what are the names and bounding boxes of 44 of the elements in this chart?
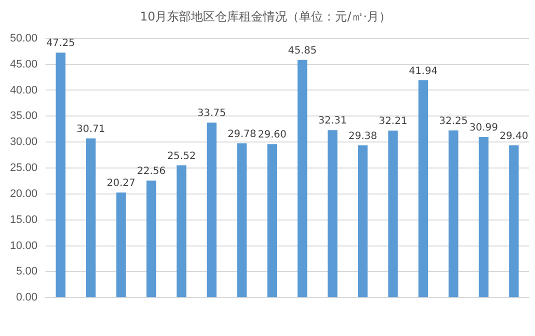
data-label: 30.71 (76, 124, 106, 135)
data-label: 20.27 (106, 178, 136, 190)
data-label: 25.52 (167, 150, 196, 162)
y-tick-label: 0.00 (16, 292, 38, 304)
y-tick-label: 45.00 (10, 58, 38, 70)
data-label: 29.60 (258, 130, 286, 141)
y-tick-label: 20.00 (10, 188, 38, 200)
y-tick-label: 30.00 (10, 136, 38, 148)
bar (298, 60, 308, 298)
chart-title: 10月东部地区仓库租金情况（单位：元/㎡·月） (140, 9, 392, 24)
bar (146, 180, 156, 298)
y-tick-label: 15.00 (10, 214, 38, 226)
data-label: 29.40 (500, 130, 528, 142)
data-label: 29.38 (348, 130, 378, 142)
y-tick-label: 25.00 (10, 162, 38, 174)
bar (86, 138, 96, 298)
y-tick-label: 50.00 (10, 32, 38, 44)
bar (358, 145, 368, 298)
y-tick-label: 40.00 (10, 84, 38, 96)
bar (56, 52, 66, 298)
data-label: 29.78 (228, 128, 256, 140)
bar (418, 80, 428, 298)
bar (388, 130, 398, 298)
data-label: 22.56 (136, 166, 166, 178)
bar (237, 143, 247, 298)
data-label: 32.21 (378, 116, 408, 128)
data-label: 32.31 (318, 116, 347, 127)
bar (509, 145, 519, 298)
y-tick-label: 35.00 (10, 110, 38, 122)
data-label: 30.99 (469, 122, 498, 134)
y-tick-label: 5.00 (16, 266, 38, 278)
data-label: 33.75 (197, 108, 226, 120)
bar (267, 144, 277, 298)
bar (328, 130, 338, 298)
data-label: 41.94 (408, 66, 438, 77)
y-tick-label: 10.00 (10, 240, 38, 252)
bar (176, 165, 186, 298)
bar (478, 136, 489, 298)
bar (206, 122, 217, 298)
bar (116, 192, 126, 298)
data-label: 45.85 (288, 46, 317, 57)
data-label: 32.25 (439, 116, 468, 128)
data-label: 47.25 (46, 38, 75, 50)
bar (448, 130, 458, 298)
